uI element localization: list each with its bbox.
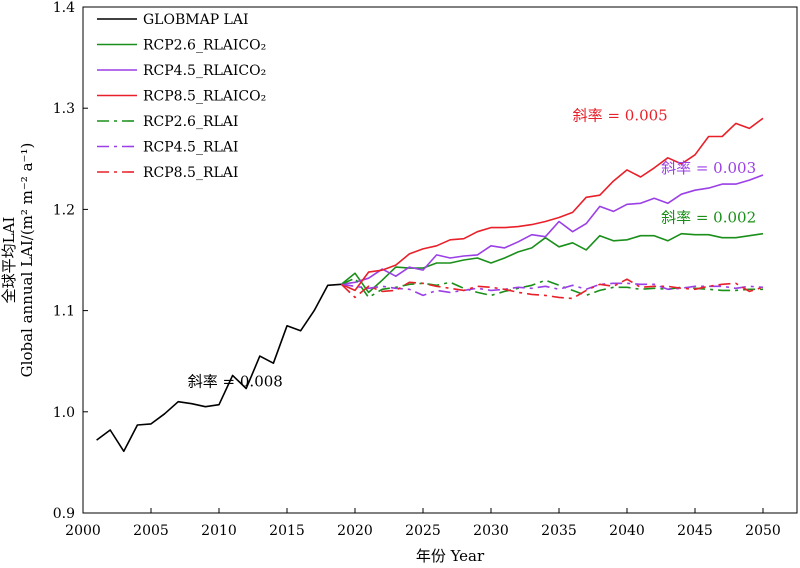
y-tick-label: 1.3 <box>53 101 75 117</box>
y-tick-label: 1.4 <box>53 0 75 16</box>
x-tick-label: 2045 <box>677 523 713 539</box>
legend-label: RCP4.5_RLAI <box>143 140 238 156</box>
axes <box>82 6 798 514</box>
x-tick-label: 2005 <box>133 523 169 539</box>
x-tick-label: 2040 <box>609 523 645 539</box>
series-line <box>96 283 342 453</box>
plot-frame <box>82 6 798 514</box>
legend-label: RCP4.5_RLAICO₂ <box>143 63 266 79</box>
x-tick-label: 2030 <box>473 523 509 539</box>
slope-annotation: 斜率 = 0.008 <box>188 373 283 391</box>
slope-annotation: 斜率 = 0.002 <box>661 209 756 227</box>
series-line <box>341 117 764 292</box>
series-line <box>341 277 763 299</box>
x-tick-label: 2050 <box>745 523 781 539</box>
annotation-layer: 斜率 = 0.008 斜率 = 0.005 斜率 = 0.003 斜率 = 0.002 <box>188 106 756 390</box>
y-tick-label: 1.1 <box>53 304 75 320</box>
x-tick-label: 2035 <box>541 523 577 539</box>
y-tick-label: 0.9 <box>53 506 75 522</box>
legend-label: RCP8.5_RLAI <box>143 165 238 181</box>
legend: GLOBMAP LAI RCP2.6_RLAICO₂ RCP4.5_RLAICO₂ R… <box>97 12 266 181</box>
y-tick-label: 1.2 <box>53 202 75 218</box>
x-tick-label: 2000 <box>65 523 101 539</box>
ticks: 2000 2005 2010 2015 2020 2025 2030 2035 2040 2045… <box>53 0 781 539</box>
series-line <box>340 278 764 300</box>
y-axis-label-en: Global annual LAI/(m² m⁻² a⁻¹) <box>18 143 36 378</box>
series-layer <box>96 117 764 453</box>
y-tick-label: 1.0 <box>53 405 75 421</box>
x-tick-label: 2020 <box>337 523 373 539</box>
legend-label: RCP8.5_RLAICO₂ <box>143 89 266 105</box>
x-tick-label: 2025 <box>405 523 441 539</box>
x-tick-label: 2010 <box>201 523 237 539</box>
legend-label: RCP2.6_RLAICO₂ <box>143 38 266 54</box>
legend-label: RCP2.6_RLAI <box>143 114 238 130</box>
y-axis-label-cn: 全球平均LAI <box>0 217 18 304</box>
slope-annotation: 斜率 = 0.003 <box>661 159 756 177</box>
legend-label: GLOBMAP LAI <box>143 12 249 28</box>
series-line <box>341 174 764 286</box>
series-line <box>341 282 764 297</box>
x-tick-label: 2015 <box>269 523 305 539</box>
slope-annotation: 斜率 = 0.005 <box>573 106 668 124</box>
x-axis-label: 年份 Year <box>416 547 485 565</box>
